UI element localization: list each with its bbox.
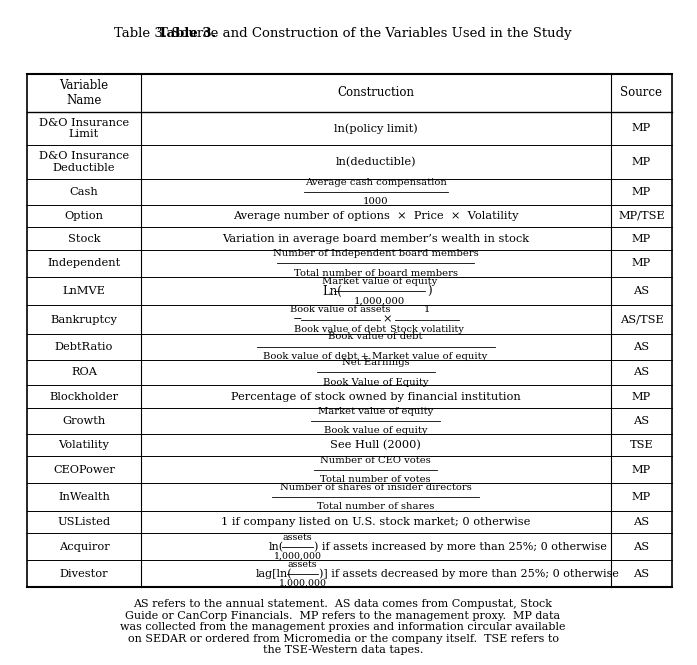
Text: )] if assets decreased by more than 25%; 0 otherwise: )] if assets decreased by more than 25%;… — [319, 569, 619, 579]
Text: MP: MP — [632, 157, 651, 167]
Text: CEOPower: CEOPower — [53, 465, 115, 475]
Text: AS: AS — [634, 542, 650, 552]
Text: Blockholder: Blockholder — [49, 392, 118, 402]
Text: Divestor: Divestor — [60, 569, 108, 579]
Text: AS: AS — [634, 286, 650, 296]
Text: MP: MP — [632, 392, 651, 402]
Text: Average cash compensation: Average cash compensation — [305, 178, 447, 187]
Text: LnMVE: LnMVE — [63, 286, 105, 296]
Text: Book value of debt + Market value of equity: Book value of debt + Market value of equ… — [263, 352, 488, 361]
Text: Variation in average board member’s wealth in stock: Variation in average board member’s weal… — [222, 233, 529, 243]
Text: Market value of equity: Market value of equity — [322, 277, 437, 286]
Text: −: − — [293, 315, 302, 325]
Text: MP: MP — [632, 124, 651, 134]
Text: ): ) — [427, 285, 432, 298]
Text: Independent: Independent — [47, 258, 121, 269]
Text: Book value of assets: Book value of assets — [290, 305, 390, 315]
Text: ln(deductible): ln(deductible) — [335, 157, 416, 167]
Text: MP/TSE: MP/TSE — [618, 211, 665, 221]
Text: 1 if company listed on U.S. stock market; 0 otherwise: 1 if company listed on U.S. stock market… — [221, 517, 530, 527]
Text: Ln(: Ln( — [322, 285, 342, 298]
Text: See Hull (2000): See Hull (2000) — [330, 440, 421, 450]
Text: DebtRatio: DebtRatio — [55, 342, 113, 352]
Text: Number of CEO votes: Number of CEO votes — [320, 456, 431, 465]
Text: Variable
Name: Variable Name — [59, 79, 109, 107]
Text: ROA: ROA — [71, 368, 97, 378]
Text: Volatility: Volatility — [59, 440, 109, 450]
Text: ln(policy limit): ln(policy limit) — [334, 123, 418, 134]
Text: MP: MP — [632, 258, 651, 269]
Text: Book value of equity: Book value of equity — [324, 426, 427, 435]
Text: Growth: Growth — [63, 416, 106, 426]
Text: Stock: Stock — [68, 233, 100, 243]
Text: AS: AS — [634, 342, 650, 352]
Text: D&O Insurance
Deductible: D&O Insurance Deductible — [39, 151, 129, 173]
Text: AS/TSE: AS/TSE — [620, 315, 664, 325]
Text: 1,000,000: 1,000,000 — [354, 297, 405, 305]
Text: D&O Insurance
Limit: D&O Insurance Limit — [39, 118, 129, 139]
Text: Acquiror: Acquiror — [59, 542, 109, 552]
Text: AS: AS — [634, 517, 650, 527]
Text: MP: MP — [632, 233, 651, 243]
Text: MP: MP — [632, 187, 651, 197]
Text: InWealth: InWealth — [58, 492, 110, 502]
Text: AS: AS — [634, 368, 650, 378]
Text: Number of shares of insider directors: Number of shares of insider directors — [279, 483, 471, 492]
Text: Bankruptcy: Bankruptcy — [51, 315, 118, 325]
Text: Book value of debt: Book value of debt — [328, 332, 423, 341]
Text: Construction: Construction — [337, 86, 414, 100]
Text: TSE: TSE — [629, 440, 653, 450]
Text: Market value of equity: Market value of equity — [318, 407, 434, 416]
Text: Total number of shares: Total number of shares — [317, 502, 434, 511]
Text: Average number of options  ×  Price  ×  Volatility: Average number of options × Price × Vola… — [233, 211, 519, 221]
Text: Option: Option — [65, 211, 104, 221]
Text: Number of Independent board members: Number of Independent board members — [273, 249, 478, 258]
Text: 1: 1 — [424, 305, 430, 315]
Text: Book Value of Equity: Book Value of Equity — [323, 378, 429, 386]
Text: Stock volatility: Stock volatility — [390, 325, 464, 334]
Text: 1,000,000: 1,000,000 — [273, 551, 321, 560]
Text: Total number of votes: Total number of votes — [321, 475, 431, 484]
Text: USListed: USListed — [57, 517, 111, 527]
Text: Percentage of stock owned by financial institution: Percentage of stock owned by financial i… — [231, 392, 521, 402]
Text: Total number of board members: Total number of board members — [293, 269, 458, 277]
Text: Cash: Cash — [70, 187, 98, 197]
Text: lag[ln(: lag[ln( — [256, 569, 293, 579]
Text: Net Earnings: Net Earnings — [342, 358, 409, 367]
Text: 1000: 1000 — [362, 197, 388, 206]
Text: Table 3. Source and Construction of the Variables Used in the Study: Table 3. Source and Construction of the … — [114, 27, 572, 40]
Text: AS: AS — [634, 416, 650, 426]
Text: ×: × — [383, 315, 392, 325]
Text: ) if assets increased by more than 25%; 0 otherwise: ) if assets increased by more than 25%; … — [314, 541, 607, 552]
Text: Source: Source — [620, 86, 662, 100]
Text: MP: MP — [632, 465, 651, 475]
Text: assets: assets — [283, 533, 312, 542]
Text: AS: AS — [634, 569, 650, 579]
Text: MP: MP — [632, 492, 651, 502]
Text: Book value of debt: Book value of debt — [294, 325, 386, 334]
Text: 1,000,000: 1,000,000 — [279, 579, 327, 587]
Text: AS refers to the annual statement.  AS data comes from Compustat, Stock
Guide or: AS refers to the annual statement. AS da… — [121, 599, 566, 656]
Text: Table 3.: Table 3. — [158, 27, 216, 40]
Text: assets: assets — [288, 561, 317, 569]
Text: ln(: ln( — [268, 541, 284, 552]
